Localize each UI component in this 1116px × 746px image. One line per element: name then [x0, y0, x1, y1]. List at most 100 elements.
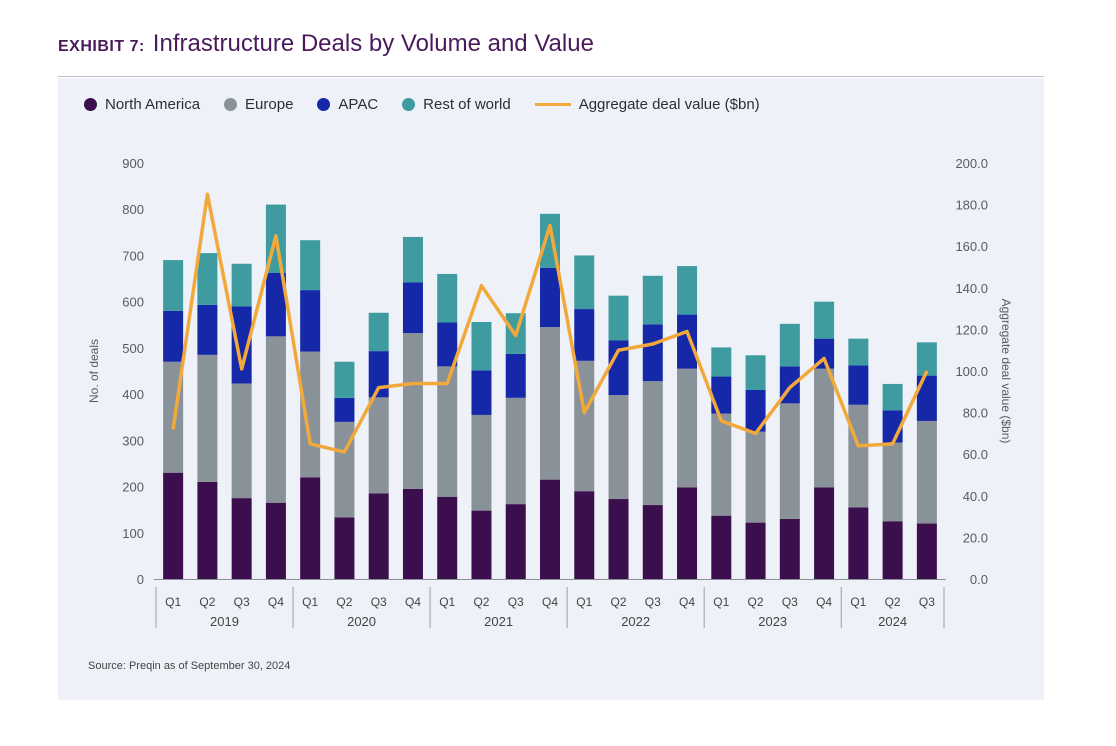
bar-segment-rest-of-world [677, 266, 698, 315]
bar-segment-north-america [265, 502, 286, 579]
bar-segment-europe [265, 336, 286, 503]
x-tick-label: Q2 [473, 595, 489, 609]
x-tick-label: Q2 [748, 595, 764, 609]
aggregate-value-point [789, 387, 791, 389]
y2-axis-title: Aggregate deal value ($bn) [999, 299, 1013, 444]
y2-tick-label: 160.0 [955, 239, 988, 254]
x-tick-label: Q3 [919, 595, 935, 609]
bar-segment-north-america [197, 481, 218, 579]
aggregate-value-point [446, 382, 448, 385]
legend-item-aggregate-value: Aggregate deal value ($bn) [534, 96, 760, 113]
bar-segment-europe [540, 327, 560, 480]
bar-segment-north-america [402, 488, 423, 579]
bar-segment-north-america [437, 496, 458, 579]
bar-segment-europe [437, 366, 458, 497]
bar-segment-apac [848, 365, 869, 405]
bar-segment-north-america [916, 523, 937, 579]
y2-tick-label: 120.0 [955, 322, 988, 337]
bar-segment-apac [265, 273, 286, 337]
aggregate-value-point [172, 428, 174, 430]
y-axis-title: No. of deals [87, 339, 101, 403]
title-divider [58, 76, 1044, 77]
bar-segment-europe [848, 404, 869, 508]
y2-tick-label: 0.0 [970, 572, 988, 587]
legend-swatch-europe [224, 98, 238, 111]
x-tick-label: Q2 [199, 595, 215, 609]
bar-segment-apac [231, 306, 252, 384]
bar-segment-apac [574, 309, 595, 361]
bar-segment-north-america [540, 479, 560, 579]
y-tick-label: 900 [122, 156, 144, 171]
bar-segment-apac [505, 353, 526, 398]
bar-segment-apac [608, 340, 629, 396]
bar-segment-apac [677, 314, 698, 369]
bar-segment-rest-of-world [231, 263, 252, 307]
aggregate-value-point [823, 357, 825, 360]
x-tick-label: Q4 [268, 595, 284, 609]
year-label: 2022 [621, 614, 650, 629]
legend-label-apac: APAC [338, 96, 379, 113]
bar-segment-rest-of-world [745, 355, 766, 390]
y-tick-label: 400 [122, 387, 144, 402]
y2-tick-label: 40.0 [963, 489, 988, 504]
aggregate-value-point [480, 285, 483, 287]
x-tick-label: Q2 [336, 595, 352, 609]
bar-segment-north-america [231, 498, 252, 579]
bar-segment-rest-of-world [779, 323, 800, 367]
aggregate-value-point [720, 420, 722, 422]
bar-segment-rest-of-world [471, 322, 492, 371]
legend-swatch-aggregate-value [534, 103, 571, 106]
bar-segment-europe [916, 420, 937, 524]
y-tick-label: 100 [122, 526, 144, 541]
bar-segment-north-america [163, 472, 184, 579]
bar-segment-north-america [814, 487, 835, 579]
x-tick-label: Q1 [302, 595, 318, 609]
legend-swatch-north-america [84, 98, 97, 111]
x-tick-label: Q2 [611, 595, 627, 609]
bar-segment-rest-of-world [437, 273, 458, 323]
exhibit-label: EXHIBIT 7: [58, 38, 145, 55]
aggregate-value-point [275, 235, 277, 237]
aggregate-value-point [412, 382, 414, 385]
bar-segment-europe [300, 351, 321, 478]
bar-segment-apac [745, 389, 766, 432]
aggregate-value-point [309, 443, 311, 445]
x-tick-label: Q3 [508, 595, 524, 609]
bar-segment-rest-of-world [711, 347, 732, 377]
bar-segment-north-america [334, 517, 355, 579]
bar-segment-apac [300, 290, 321, 352]
bar-segment-europe [608, 395, 629, 500]
legend-item-apac: APAC [317, 96, 378, 113]
y2-tick-label: 20.0 [963, 530, 988, 545]
bar-segment-north-america [711, 515, 732, 579]
bar-segment-rest-of-world [882, 383, 903, 411]
legend-item-europe: Europe [224, 96, 293, 113]
chart-legend: North America Europe APAC Rest of world … [84, 96, 784, 113]
bar-segment-apac [163, 310, 184, 362]
chart-panel: North America Europe APAC Rest of world … [58, 78, 1044, 700]
y-tick-label: 200 [122, 480, 144, 495]
bar-segment-rest-of-world [197, 253, 218, 305]
aggregate-value-point [206, 193, 208, 195]
aggregate-value-point [892, 443, 894, 445]
aggregate-value-point [686, 330, 688, 333]
aggregate-value-point [515, 335, 517, 337]
bar-segment-apac [540, 267, 560, 328]
aggregate-value-point [549, 224, 551, 226]
x-tick-label: Q3 [645, 595, 661, 609]
bar-segment-rest-of-world [916, 342, 937, 376]
bar-segment-north-america [848, 507, 869, 579]
bar-segment-europe [642, 381, 663, 506]
bar-segment-europe [745, 431, 766, 523]
year-label: 2020 [347, 614, 376, 629]
bar-segment-europe [677, 368, 698, 488]
bar-segment-north-america [300, 477, 321, 579]
y-tick-label: 300 [122, 433, 144, 448]
bar-segment-rest-of-world [300, 240, 321, 291]
y-tick-label: 700 [122, 248, 144, 263]
legend-swatch-apac [317, 98, 331, 111]
bar-segment-north-america [368, 493, 389, 579]
bar-segment-north-america [882, 521, 903, 579]
y-tick-label: 0 [137, 572, 144, 587]
y2-tick-label: 200.0 [955, 156, 988, 171]
